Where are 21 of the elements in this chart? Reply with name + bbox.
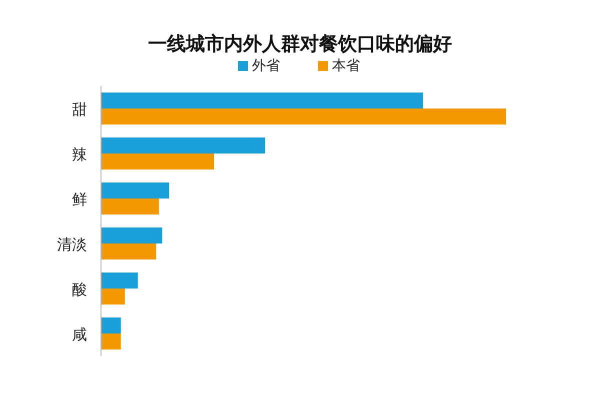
y-tick-label: 清淡 [57,236,87,254]
bar [101,182,170,198]
bar [101,108,506,124]
bar [101,334,121,350]
bar [101,288,125,304]
bar [101,244,156,260]
chart-title: 一线城市内外人群对餐饮口味的偏好 [148,33,452,55]
legend-label: 本省 [332,58,360,74]
legend-label: 外省 [252,58,280,74]
y-tick-label: 辣 [72,146,87,164]
bar [101,92,423,108]
bar [101,318,121,334]
y-tick-label: 甜 [72,100,87,118]
y-tick-label: 酸 [72,280,87,298]
bar [101,228,162,244]
y-tick-label: 鲜 [72,190,87,208]
bar [101,272,138,288]
y-tick-label: 咸 [72,326,87,344]
bar [101,198,159,214]
bar [101,138,266,154]
bar [101,154,214,170]
